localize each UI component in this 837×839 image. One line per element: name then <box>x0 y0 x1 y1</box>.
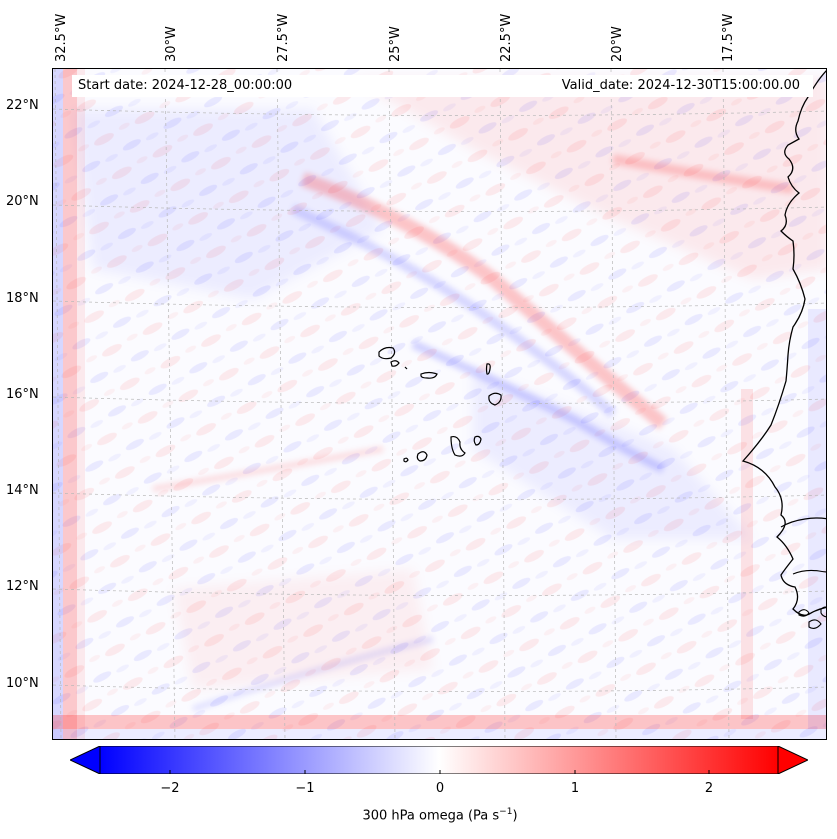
left-edge-red-strip <box>63 69 77 739</box>
start-date-label: Start date: 2024-12-28_00:00:00 <box>78 78 293 93</box>
colorbar-pos-extend <box>777 746 808 774</box>
lat-label-18n: 18°N <box>6 291 39 306</box>
coast-bissagos-island-c <box>820 606 826 618</box>
southeast-negative-region <box>473 369 753 539</box>
colorbar-tick-neg2: −2 <box>160 781 180 796</box>
lon-label-30w: 30°W <box>164 26 179 62</box>
north-positive-region <box>353 79 826 279</box>
gridline-lat-22n <box>53 108 826 116</box>
lon-label-17-5w: 17.5°W <box>721 13 736 62</box>
island-santo-antao <box>378 346 396 360</box>
colorbar-label-main: 300 hPa omega (Pa s <box>362 808 500 824</box>
boundary-artifacts <box>53 69 826 739</box>
cape-verde-islands <box>378 346 502 463</box>
island-sao-nicolau <box>420 371 438 379</box>
gridline-lon-20w <box>610 69 617 739</box>
lon-label-27-5w: 27.5°W <box>276 13 291 62</box>
gridline-lon-22-5w <box>499 69 506 739</box>
lat-label-14n: 14°N <box>6 483 39 498</box>
lat-label-16n: 16°N <box>6 387 39 402</box>
left-edge-blue-strip <box>53 69 63 739</box>
gridline-lat-18n <box>53 300 826 308</box>
gridline-lon-27-5w <box>276 69 286 739</box>
lat-label-22n: 22°N <box>6 98 39 113</box>
african-coastline <box>741 70 826 616</box>
omega-field-map[interactable] <box>53 69 827 740</box>
right-edge-red-strip <box>741 389 753 719</box>
south-blue-streak <box>192 636 434 712</box>
colorbar-gradient <box>99 746 779 774</box>
diagonal-blue-band-lower <box>411 339 666 474</box>
colorbar-neg-extend <box>70 746 101 774</box>
mid-red-streak <box>152 446 384 492</box>
gridline-lon-30w <box>164 69 176 739</box>
coast-estuary-gambia <box>780 517 826 528</box>
lon-label-22-5w: 22.5°W <box>499 13 514 62</box>
island-brava <box>403 457 409 463</box>
coast-river-geba <box>792 569 826 575</box>
colorbar-label: 300 hPa omega (Pa s−1) <box>362 807 517 823</box>
header-background <box>72 75 813 97</box>
lon-label-20w: 20°W <box>610 26 625 62</box>
colorbar-tick-neg1: −1 <box>295 781 315 796</box>
island-santiago <box>450 435 466 457</box>
colorbar-label-end: ) <box>512 808 518 824</box>
island-sao-vicente <box>390 360 400 367</box>
field-regions <box>73 79 826 689</box>
lon-label-32-5w: 32.5°W <box>54 13 69 62</box>
lat-label-20n: 20°N <box>6 194 39 209</box>
colorbar-tick-marks <box>169 770 710 774</box>
gridline-lon-17-5w <box>722 69 730 739</box>
colorbar-tick-0: 0 <box>435 781 445 796</box>
gridline-lat-12n <box>53 588 826 596</box>
east-red-streak <box>612 154 794 194</box>
diagonal-blue-band-upper <box>290 204 617 418</box>
island-santa-luzia <box>404 366 408 370</box>
gridline-lon-25w <box>388 69 396 739</box>
island-boa-vista <box>488 392 502 406</box>
valid-date-label: Valid_date: 2024-12-30T15:00:00.00 <box>561 78 800 93</box>
colorbar-tick-2: 2 <box>704 781 714 796</box>
lat-label-10n: 10°N <box>6 676 39 691</box>
lon-label-25w: 25°W <box>388 26 403 62</box>
bottom-edge-blue-strip <box>53 729 826 739</box>
coast-bissagos-island-a <box>798 609 810 617</box>
gridline-lat-20n <box>53 204 826 212</box>
gridline-lat-10n <box>53 684 826 692</box>
bottom-edge-red-strip <box>53 715 826 729</box>
right-edge-blue-strip <box>808 309 826 729</box>
left-edge-inner-strip <box>77 69 85 739</box>
diagonal-bands <box>152 154 794 712</box>
colorbar-label-exponent: −1 <box>499 807 513 817</box>
colorbar <box>70 746 808 774</box>
island-fogo <box>416 451 428 462</box>
graticule <box>53 69 826 739</box>
island-sal <box>485 363 491 375</box>
gridline-lat-16n <box>53 396 826 404</box>
diagonal-red-band <box>300 172 668 430</box>
gridline-lon-32-5w <box>54 69 62 739</box>
map-panel[interactable] <box>52 68 827 740</box>
coast-bissagos-island-b <box>808 619 822 630</box>
west-negative-region <box>73 109 383 299</box>
lat-label-12n: 12°N <box>6 579 39 594</box>
colorbar-tick-1: 1 <box>570 781 580 796</box>
gridline-lat-14n <box>53 492 826 500</box>
island-maio <box>473 435 482 446</box>
